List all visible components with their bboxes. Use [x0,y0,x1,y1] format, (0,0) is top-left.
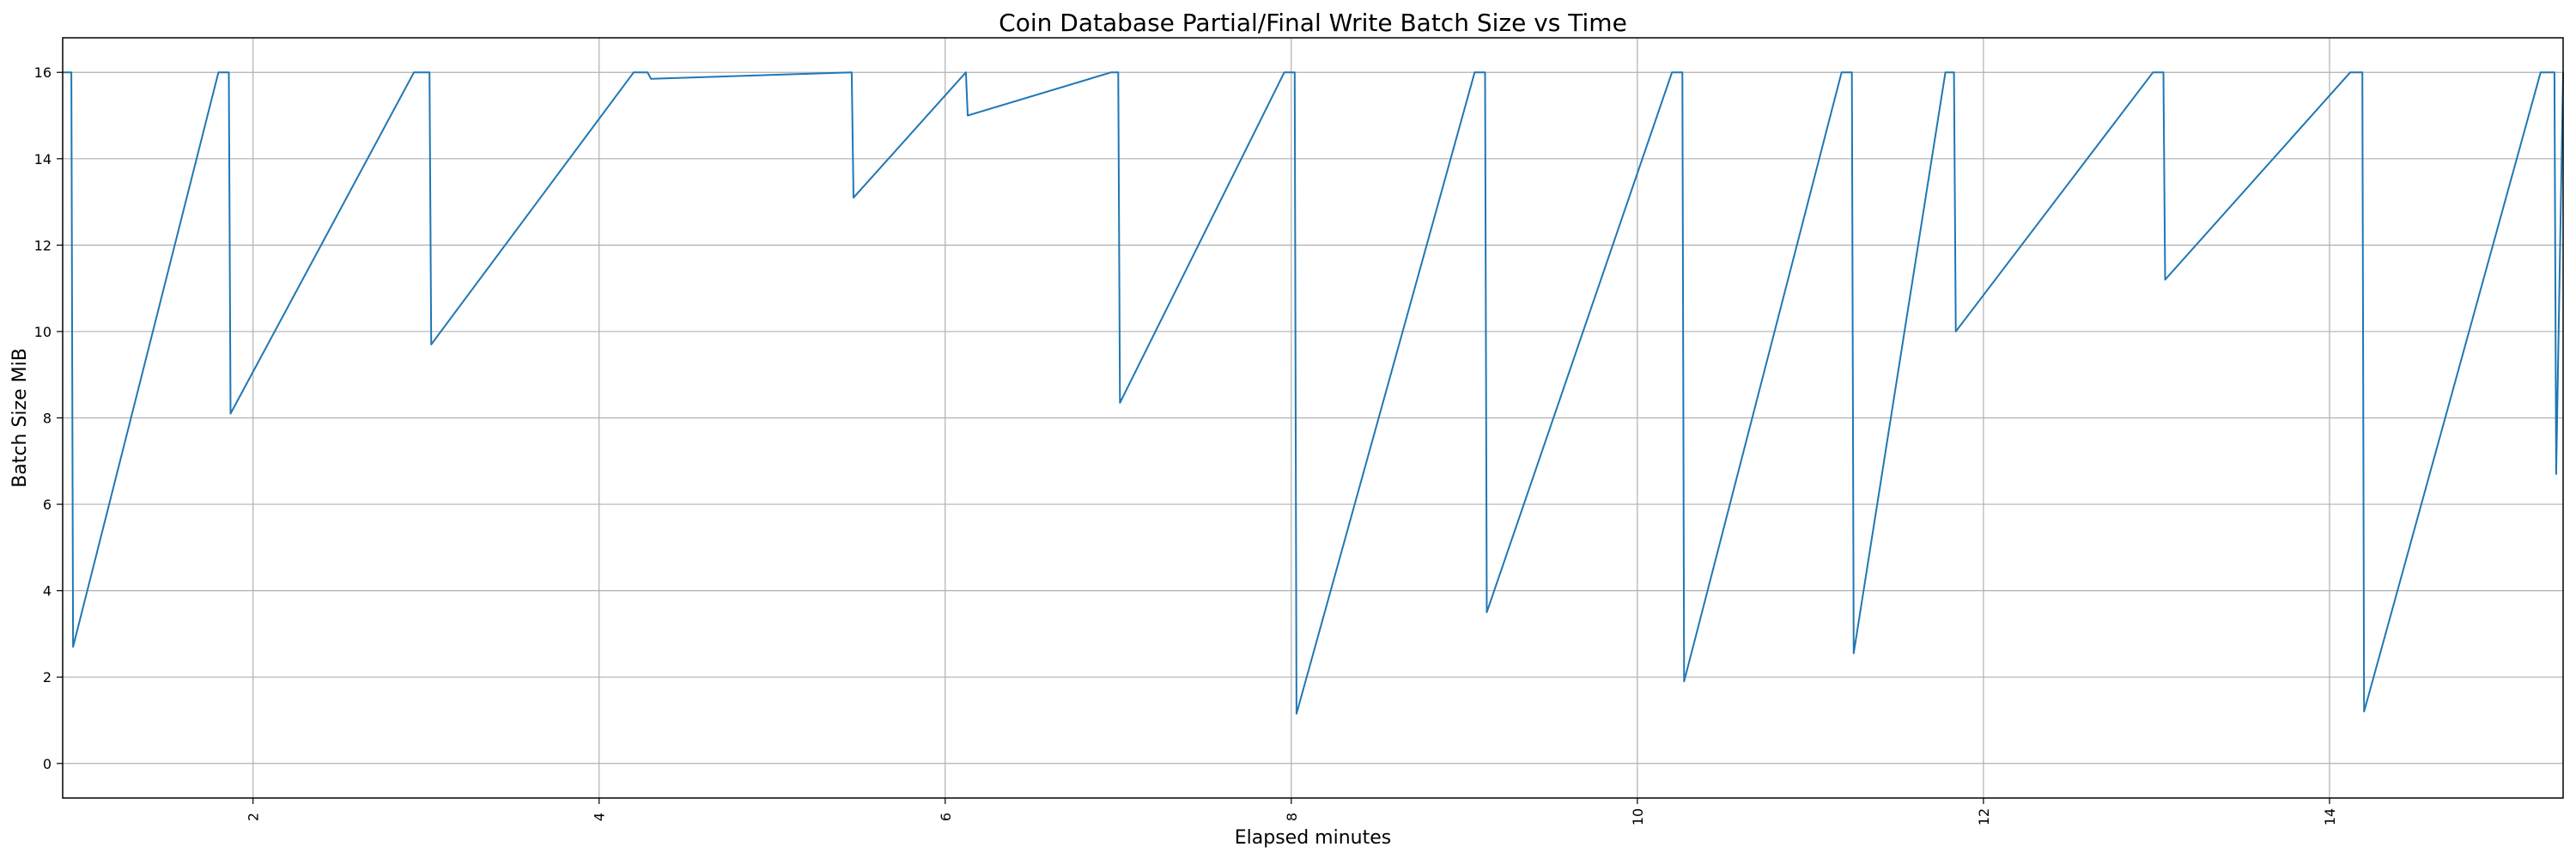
series-line [63,71,2564,715]
y-tick-label: 16 [34,64,52,81]
x-tick-label: 14 [2322,808,2338,825]
y-tick-label: 2 [43,669,52,685]
x-tick-label: 12 [1976,808,1992,825]
x-axis: 2 4 6 8 10 12 14 [246,798,2338,825]
y-tick-label: 6 [43,497,52,513]
x-tick-label: 2 [246,813,262,821]
x-tick-label: 4 [592,813,608,821]
y-tick-label: 4 [43,583,52,600]
y-tick-label: 14 [34,151,52,168]
gridlines [63,38,2563,798]
y-axis: 0 2 4 6 8 10 12 14 16 [34,64,63,772]
y-tick-label: 12 [34,237,52,253]
x-tick-label: 6 [938,813,954,821]
y-tick-label: 8 [43,411,52,427]
series-layer [63,71,2564,715]
y-tick-label: 10 [34,324,52,340]
x-tick-label: 8 [1284,813,1300,821]
x-axis-label: Elapsed minutes [1235,827,1391,849]
y-tick-label: 0 [43,756,52,772]
y-axis-label: Batch Size MiB [9,348,31,488]
x-tick-label: 10 [1630,808,1646,825]
chart-title: Coin Database Partial/Final Write Batch … [999,9,1627,37]
